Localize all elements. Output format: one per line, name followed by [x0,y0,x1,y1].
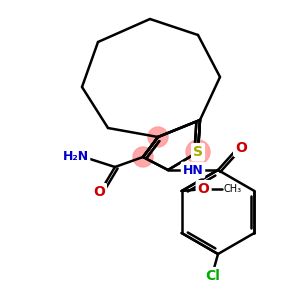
Circle shape [133,147,153,167]
Text: CH₃: CH₃ [224,184,242,194]
Circle shape [186,140,210,164]
Text: O: O [235,141,247,155]
Text: HN: HN [183,164,203,176]
Circle shape [148,127,168,147]
Text: S: S [193,145,203,159]
Text: O: O [198,182,210,196]
Text: O: O [93,185,105,199]
Text: Cl: Cl [206,269,220,283]
Text: H₂N: H₂N [63,151,89,164]
